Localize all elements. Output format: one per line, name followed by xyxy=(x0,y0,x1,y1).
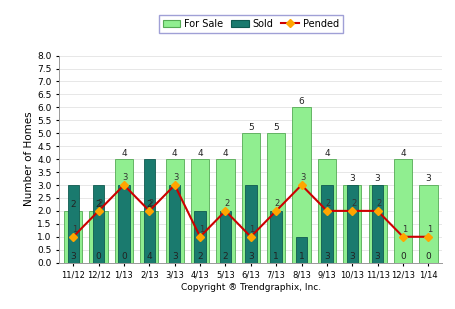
Bar xyxy=(244,185,256,263)
Text: 3: 3 xyxy=(349,252,354,261)
Text: 3: 3 xyxy=(172,252,177,261)
Text: 4: 4 xyxy=(222,149,228,158)
Text: 3: 3 xyxy=(248,252,253,261)
Text: 2: 2 xyxy=(223,199,229,208)
Bar xyxy=(93,185,104,263)
Bar xyxy=(346,185,357,263)
Text: 4: 4 xyxy=(399,149,405,158)
Text: 3: 3 xyxy=(70,252,76,261)
Text: 3: 3 xyxy=(324,252,329,261)
Y-axis label: Number of Homes: Number of Homes xyxy=(25,112,35,206)
Bar xyxy=(191,159,209,263)
Text: 4: 4 xyxy=(121,149,126,158)
Bar xyxy=(219,211,231,263)
Bar xyxy=(368,185,386,263)
Text: 1: 1 xyxy=(401,225,406,234)
Text: 3: 3 xyxy=(349,175,354,184)
Bar xyxy=(140,211,158,263)
Bar xyxy=(393,159,411,263)
Text: 3: 3 xyxy=(122,173,128,182)
Text: 3: 3 xyxy=(374,175,379,184)
Text: 1: 1 xyxy=(249,225,254,234)
Bar xyxy=(169,185,180,263)
Bar xyxy=(267,133,285,263)
Bar xyxy=(418,185,436,263)
Bar xyxy=(118,185,129,263)
Bar xyxy=(67,185,79,263)
Text: 2: 2 xyxy=(97,199,102,208)
Text: 2: 2 xyxy=(222,252,228,261)
Text: 3: 3 xyxy=(374,252,379,261)
Text: 4: 4 xyxy=(172,149,177,158)
Bar xyxy=(292,107,310,263)
Text: 2: 2 xyxy=(148,199,153,208)
Text: 0: 0 xyxy=(96,252,101,261)
Text: 1: 1 xyxy=(198,225,203,234)
Bar xyxy=(143,159,155,263)
Text: 2: 2 xyxy=(70,200,76,209)
Text: 3: 3 xyxy=(299,173,305,182)
Text: 3: 3 xyxy=(425,175,430,184)
Text: 1: 1 xyxy=(72,225,77,234)
Bar xyxy=(89,211,107,263)
Text: 4: 4 xyxy=(197,149,202,158)
Text: 3: 3 xyxy=(173,173,178,182)
Text: 1: 1 xyxy=(273,252,278,261)
Bar xyxy=(115,159,133,263)
Text: 6: 6 xyxy=(298,97,304,106)
Text: 4: 4 xyxy=(146,252,152,261)
Bar xyxy=(317,159,335,263)
Text: 4: 4 xyxy=(324,149,329,158)
Bar xyxy=(165,159,183,263)
Text: 2: 2 xyxy=(197,252,202,261)
Text: 5: 5 xyxy=(248,123,253,132)
Text: 0: 0 xyxy=(399,252,405,261)
Text: 5: 5 xyxy=(273,123,278,132)
Bar xyxy=(194,211,205,263)
Bar xyxy=(371,185,383,263)
Text: 1: 1 xyxy=(298,252,304,261)
Bar xyxy=(342,185,361,263)
Text: 1: 1 xyxy=(426,225,431,234)
Bar xyxy=(216,159,234,263)
Text: 2: 2 xyxy=(350,199,355,208)
Text: 2: 2 xyxy=(325,199,330,208)
Text: 0: 0 xyxy=(121,252,126,261)
Text: 2: 2 xyxy=(96,200,101,209)
Legend: For Sale, Sold, Pended: For Sale, Sold, Pended xyxy=(159,15,342,33)
Text: 2: 2 xyxy=(146,200,152,209)
Text: 2: 2 xyxy=(375,199,381,208)
Bar xyxy=(64,211,82,263)
Text: 2: 2 xyxy=(274,199,279,208)
Bar xyxy=(320,185,332,263)
Bar xyxy=(270,211,281,263)
X-axis label: Copyright ® Trendgraphix, Inc.: Copyright ® Trendgraphix, Inc. xyxy=(180,283,320,292)
Bar xyxy=(241,133,259,263)
Bar xyxy=(295,237,307,263)
Text: 0: 0 xyxy=(425,252,430,261)
